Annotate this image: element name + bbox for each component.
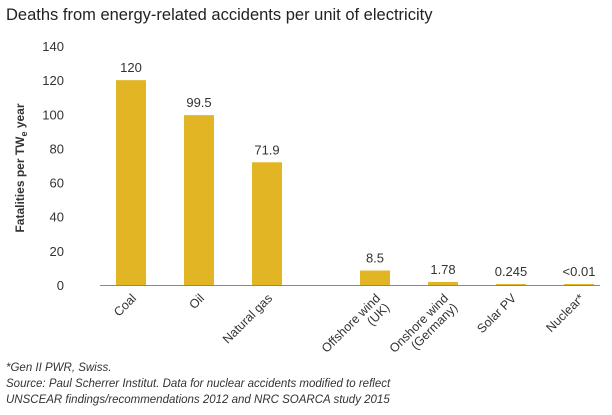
- x-category-line: Nuclear*: [543, 291, 587, 335]
- svg-text:Coal: Coal: [111, 291, 139, 319]
- svg-text:Oil: Oil: [186, 291, 207, 312]
- x-category-line: Natural gas: [220, 291, 275, 346]
- svg-text:Offshore wind(UK): Offshore wind(UK): [319, 291, 392, 364]
- x-category-label: Coal: [111, 291, 139, 319]
- data-labels: 120 99.5 71.9 8.5 1.78 0.245 <0.01: [120, 60, 595, 279]
- y-tick-label: 80: [50, 141, 64, 156]
- y-tick-label: 120: [42, 73, 64, 88]
- data-label: 71.9: [254, 142, 279, 157]
- svg-text:Natural gas: Natural gas: [220, 291, 275, 346]
- x-category-line: Solar PV: [474, 291, 519, 336]
- footnote-nuclear: *Gen II PWR, Swiss.: [6, 362, 112, 374]
- x-category-line: Coal: [111, 291, 139, 319]
- bar: [564, 284, 594, 285]
- bar: [428, 281, 458, 285]
- x-category-label: Offshore wind(UK): [319, 291, 392, 364]
- x-axis-categories: Coal Oil Natural gas Offshore wind(UK)Onsho…: [111, 291, 587, 365]
- data-label: <0.01: [563, 264, 596, 279]
- x-category-label: Onshore wind(Germany): [387, 291, 461, 365]
- x-category-label: Nuclear*: [543, 291, 587, 335]
- y-tick-label: 0: [57, 278, 64, 293]
- bar: [252, 162, 282, 285]
- data-label: 120: [120, 60, 142, 75]
- data-label: 99.5: [186, 95, 211, 110]
- data-label: 1.78: [430, 262, 455, 277]
- data-label: 8.5: [366, 250, 384, 265]
- y-tick-label: 40: [50, 210, 64, 225]
- y-axis: 0 20 40 60 80 100 120 140: [42, 39, 64, 293]
- bars: [116, 80, 594, 286]
- x-category-label: Solar PV: [474, 291, 519, 336]
- y-tick-label: 140: [42, 39, 64, 54]
- svg-text:Solar PV: Solar PV: [474, 291, 519, 336]
- data-label: 0.245: [495, 264, 528, 279]
- y-axis-label: Fatalities per TWe year: [13, 103, 29, 232]
- y-tick-label: 100: [42, 107, 64, 122]
- x-category-line: Oil: [186, 291, 207, 312]
- bar: [184, 115, 214, 285]
- chart-title: Deaths from energy-related accidents per…: [6, 6, 433, 24]
- bar: [360, 270, 390, 285]
- svg-text:Nuclear*: Nuclear*: [543, 291, 587, 335]
- x-category-label: Oil: [186, 291, 207, 312]
- y-tick-label: 60: [50, 176, 64, 191]
- x-category-label: Natural gas: [220, 291, 275, 346]
- y-tick-label: 20: [50, 244, 64, 259]
- footnote-source-line2: UNSCEAR findings/recommendations 2012 an…: [6, 394, 390, 406]
- svg-text:Onshore wind(Germany): Onshore wind(Germany): [387, 291, 461, 365]
- bar: [116, 80, 146, 286]
- bar: [496, 284, 526, 285]
- footnote-source-line1: Source: Paul Scherrer Institut. Data for…: [6, 378, 391, 390]
